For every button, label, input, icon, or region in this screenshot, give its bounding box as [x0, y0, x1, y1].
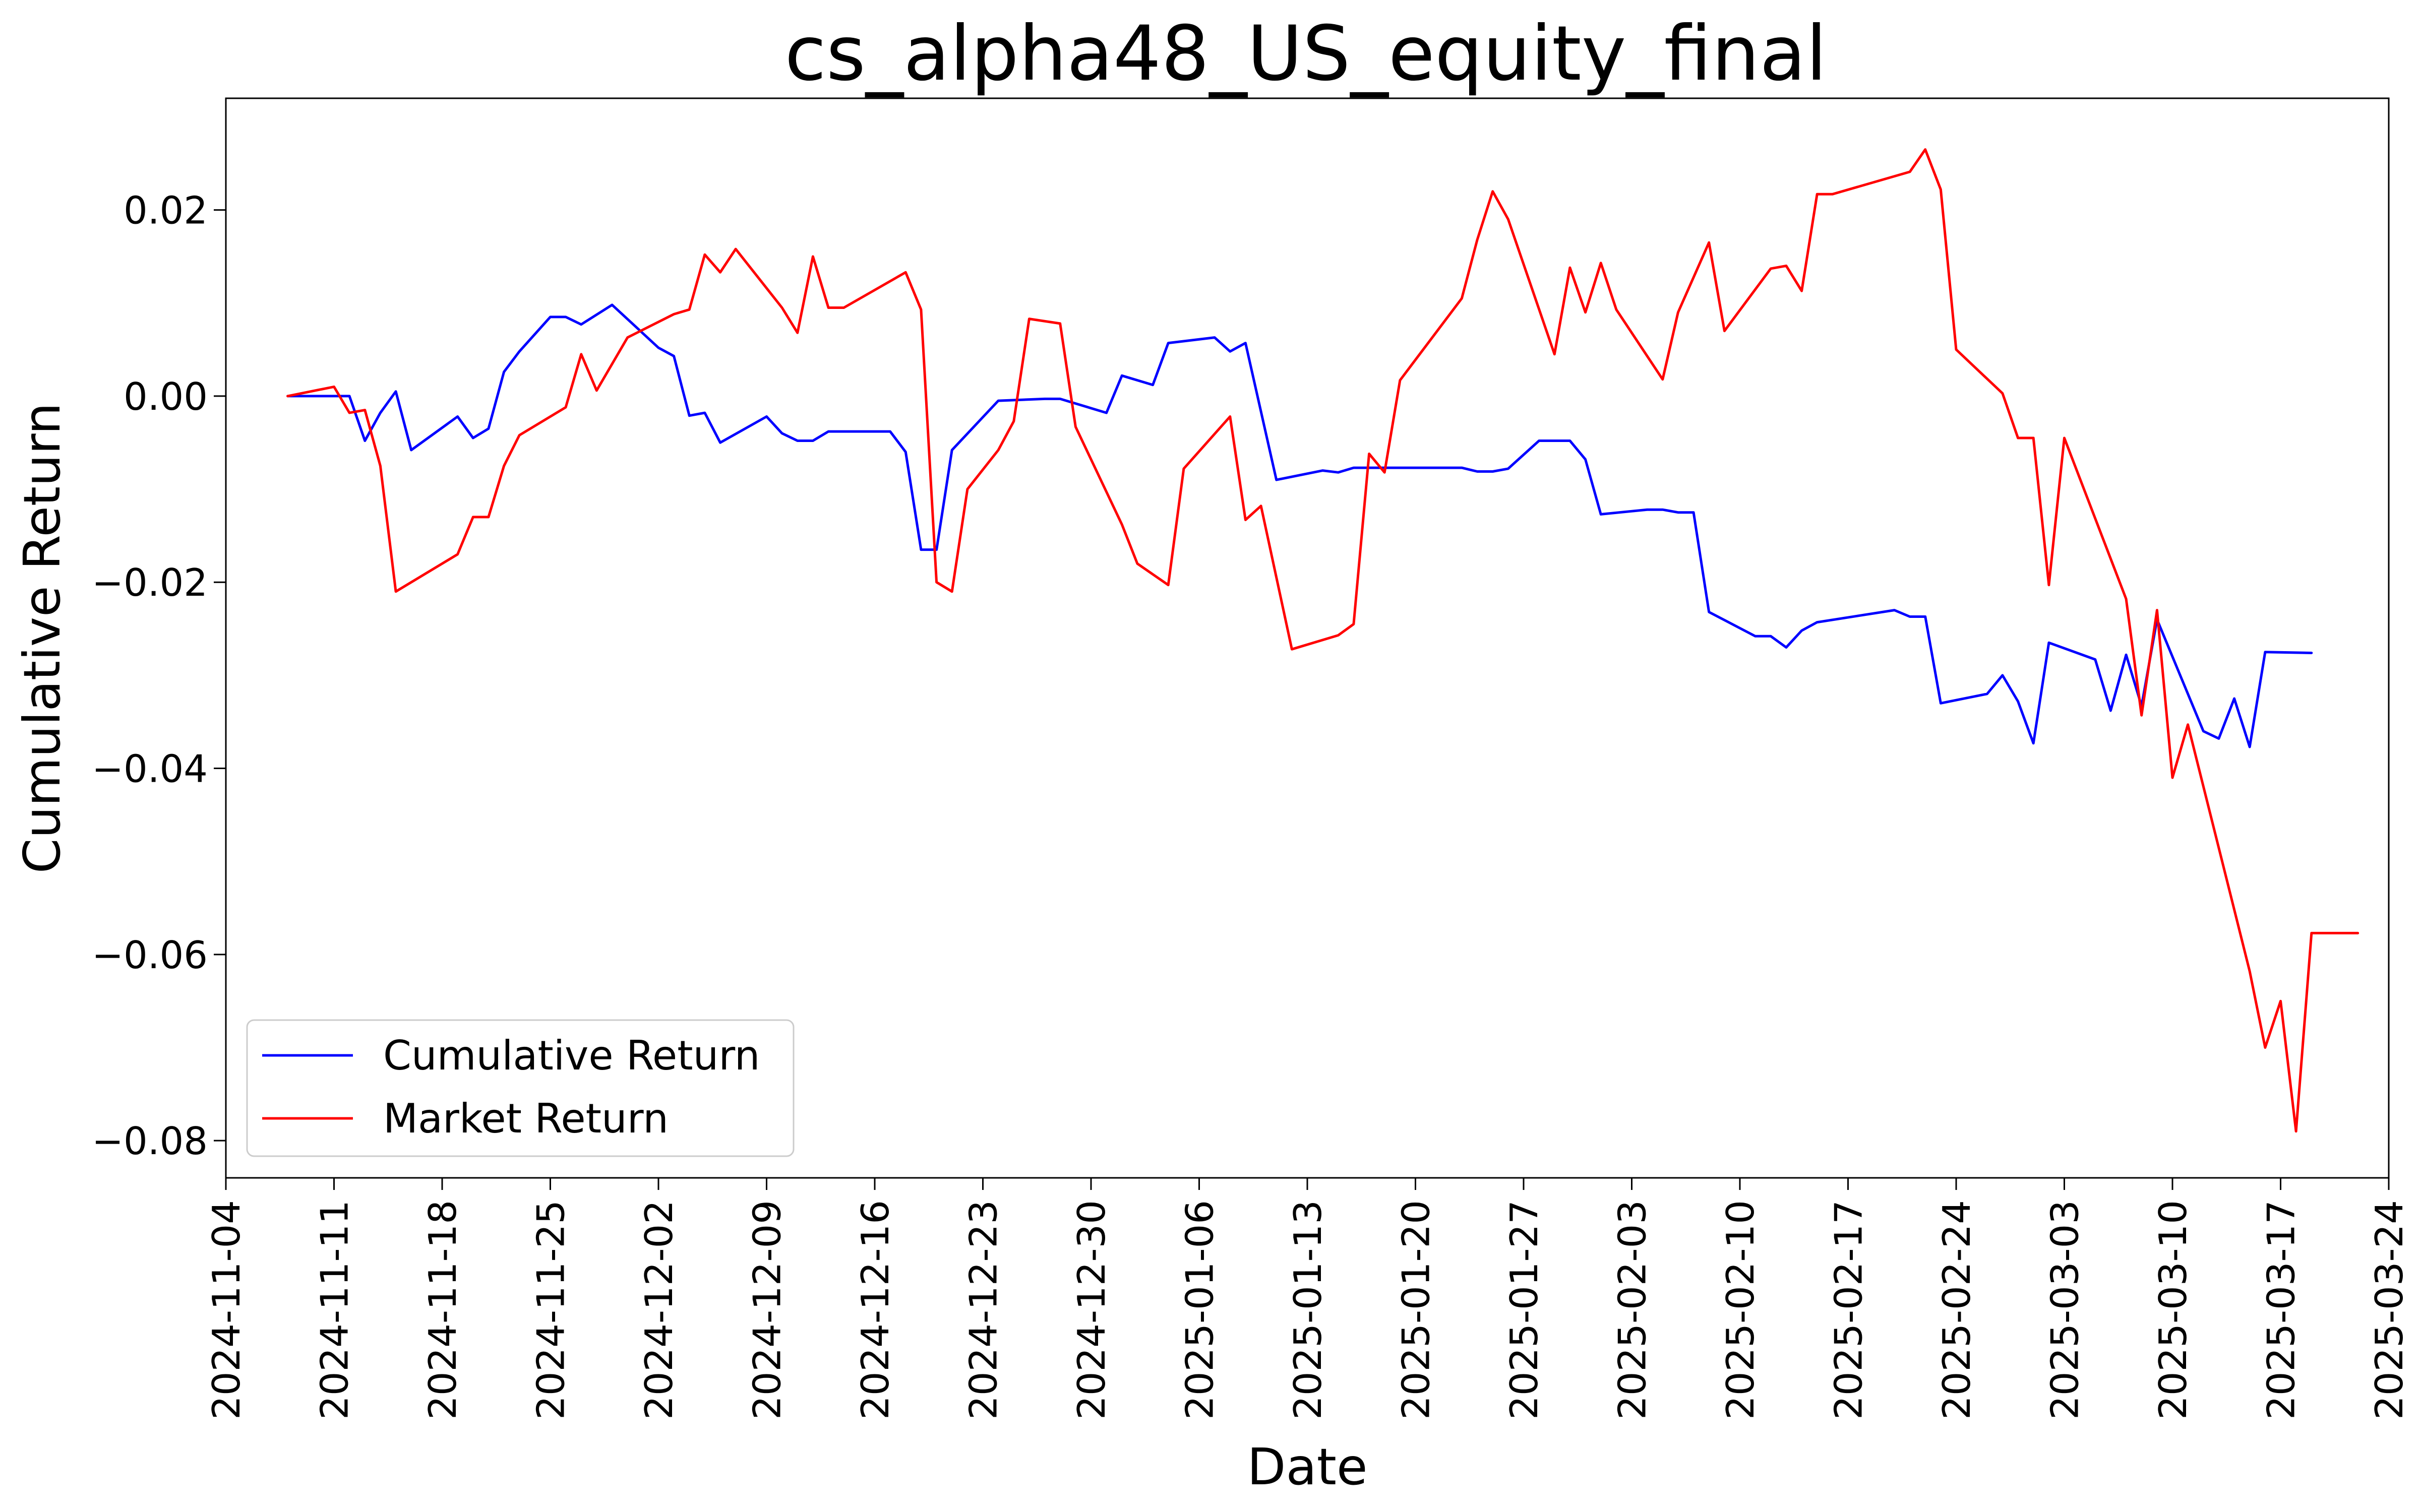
legend-label-cumulative-return: Cumulative Return [383, 1032, 760, 1079]
legend: Cumulative Return Market Return [246, 1019, 795, 1157]
legend-box [246, 1019, 795, 1157]
x-tick-label: 2024-11-11 [313, 1200, 357, 1420]
legend-label-market-return: Market Return [383, 1095, 669, 1142]
y-axis: 0.02 0.00 −0.02 −0.04 −0.06 −0.08 [92, 188, 226, 1163]
y-tick-label: −0.02 [92, 560, 208, 605]
series-line-market-return [286, 148, 2360, 1133]
y-tick-label: −0.08 [92, 1119, 208, 1163]
x-tick-label: 2025-03-17 [2259, 1200, 2304, 1420]
x-tick-label: 2025-03-10 [2151, 1200, 2195, 1420]
chart-title: cs_alpha48_US_equity_final [784, 10, 1827, 98]
y-tick-label: −0.06 [92, 933, 208, 977]
y-tick-label: 0.00 [124, 374, 208, 419]
x-tick-label: 2024-11-25 [529, 1200, 573, 1420]
x-tick-label: 2025-03-24 [2367, 1200, 2411, 1420]
x-tick-label: 2025-01-27 [1502, 1200, 1546, 1420]
x-tick-label: 2024-12-16 [853, 1200, 897, 1420]
x-axis: 2024-11-04 2024-11-11 2024-11-18 2024-11-25… [204, 1178, 2411, 1420]
x-tick-label: 2025-03-03 [2043, 1200, 2087, 1420]
x-tick-label: 2024-11-18 [420, 1200, 465, 1420]
x-tick-label: 2024-12-23 [961, 1200, 1006, 1420]
series-line-cumulative-return [286, 303, 2313, 748]
x-tick-label: 2025-02-17 [1827, 1200, 1871, 1420]
x-tick-label: 2025-01-20 [1394, 1200, 1438, 1420]
x-axis-label: Date [1247, 1437, 1367, 1496]
x-tick-label: 2024-12-02 [637, 1200, 681, 1420]
x-tick-label: 2025-01-06 [1178, 1200, 1222, 1420]
plot-area [286, 148, 2360, 1133]
x-tick-label: 2024-12-09 [745, 1200, 790, 1420]
x-tick-label: 2025-02-24 [1934, 1200, 1979, 1420]
x-tick-label: 2025-02-03 [1610, 1200, 1655, 1420]
x-tick-label: 2025-02-10 [1718, 1200, 1763, 1420]
x-tick-label: 2024-12-30 [1069, 1200, 1114, 1420]
x-tick-label: 2025-01-13 [1286, 1200, 1330, 1420]
y-axis-label: Cumulative Return [13, 403, 72, 873]
y-tick-label: −0.04 [92, 747, 208, 791]
x-tick-label: 2024-11-04 [204, 1200, 249, 1420]
y-tick-label: 0.02 [124, 188, 208, 233]
